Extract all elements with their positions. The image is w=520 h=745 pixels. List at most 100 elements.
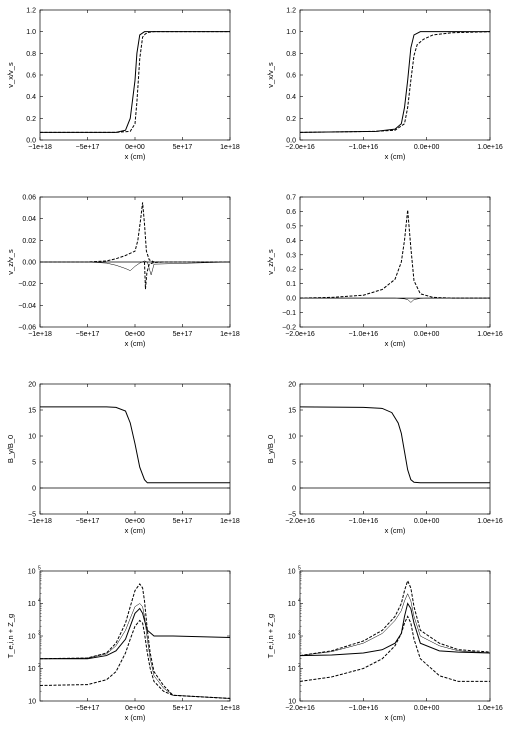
y-tick-label: 0.5: [286, 223, 296, 230]
y-tick-label: 0.00: [22, 260, 36, 267]
y-tick-label: 10: [288, 434, 296, 441]
x-tick-label: 5e+17: [173, 518, 193, 525]
y-tick-label: 1.0: [26, 29, 36, 36]
series-line-2: [39, 583, 231, 699]
y-tick-label: 0.0: [26, 138, 36, 145]
x-tick-label: −1e+18: [28, 518, 52, 525]
y-tick-label: 10: [288, 666, 296, 673]
y-tick-label: 0.2: [286, 267, 296, 274]
x-tick-label: −1.0e+16: [349, 705, 379, 712]
y-tick-label: 10: [288, 699, 296, 706]
y-tick-exponent: 5: [38, 566, 41, 572]
plot-frame: [299, 196, 491, 328]
y-tick-exponent: 4: [298, 598, 301, 604]
x-tick-label: 1.0e+16: [477, 518, 503, 525]
x-tick-label: −5e+17: [76, 705, 100, 712]
x-tick-label: 5e+17: [173, 705, 193, 712]
y-tick-label: 10: [288, 601, 296, 608]
series-line-2: [300, 297, 490, 303]
y-tick-label: 0.4: [26, 94, 36, 101]
x-tick-label: −1e+18: [28, 144, 52, 151]
x-tick-label: 0.0e+00: [414, 144, 440, 151]
x-tick-label: 0e+00: [125, 705, 145, 712]
y-axis-label: T_e,i,n + Z_g: [266, 614, 275, 658]
x-tick-label: 5e+17: [173, 331, 193, 338]
x-tick-label: −5e+17: [76, 144, 100, 151]
series-line-3: [299, 593, 491, 656]
y-tick-label: 10: [28, 634, 36, 641]
y-tick-exponent: 2: [298, 663, 301, 669]
y-tick-exponent: 4: [38, 598, 41, 604]
y-tick-label: 0.6: [286, 209, 296, 216]
y-tick-label: 20: [28, 382, 36, 389]
y-tick-label: 10: [28, 569, 36, 576]
y-tick-label: −5: [28, 512, 36, 519]
y-tick-label: 0.0: [286, 138, 296, 145]
y-tick-label: 10: [28, 699, 36, 706]
x-tick-label: 0e+00: [125, 331, 145, 338]
x-tick-label: −5e+17: [76, 331, 100, 338]
plot-frame: [39, 383, 231, 515]
y-tick-label: −0.1: [282, 310, 296, 317]
y-tick-label: 0.6: [26, 73, 36, 80]
y-tick-label: 0.04: [22, 216, 36, 223]
x-tick-label: 0.0e+00: [414, 331, 440, 338]
series-line-1: [299, 602, 491, 657]
y-tick-label: 1.2: [286, 8, 296, 15]
y-tick-label: 1.2: [26, 8, 36, 15]
x-tick-label: 1.0e+16: [477, 331, 503, 338]
x-tick-label: −2.0e+16: [285, 518, 315, 525]
y-tick-label: 0.0: [286, 296, 296, 303]
series-line-3: [40, 260, 231, 276]
x-tick-label: 5e+17: [173, 144, 193, 151]
chart-panel-p6: −2.0e+16 −1.0e+16 0.0e+00 1.0e+16 −5 0 5 10 15 20…: [266, 382, 503, 536]
plot-frame: [299, 570, 491, 702]
y-tick-label: 0.4: [286, 238, 296, 245]
y-tick-label: 10: [288, 569, 296, 576]
x-tick-label: 1e+18: [220, 705, 240, 712]
y-tick-exponent: 3: [298, 631, 301, 637]
y-tick-label: 5: [292, 460, 296, 467]
y-axis-label: T_e,i,n + Z_g: [6, 614, 15, 658]
plot-frame: [299, 9, 491, 141]
y-tick-label: 10: [28, 666, 36, 673]
y-tick-label: −0.2: [282, 325, 296, 332]
x-tick-label: −5e+17: [76, 518, 100, 525]
series-line-1: [299, 406, 490, 484]
x-tick-label: 1e+18: [220, 518, 240, 525]
x-tick-label: −1.0e+16: [349, 518, 379, 525]
x-tick-label: 1e+18: [220, 144, 240, 151]
y-tick-label: 1.0: [286, 29, 296, 36]
y-tick-label: 0: [292, 486, 296, 493]
chart-panel-p5: −1e+18 −5e+17 0e+00 5e+17 1e+18 −5 0 5 10 15 20 x (…: [6, 382, 240, 536]
x-tick-label: −2.0e+16: [285, 144, 315, 151]
chart-panel-p2: −2.0e+16 −1.0e+16 0.0e+00 1.0e+16 0.0 0.2 0.4 0…: [266, 8, 503, 162]
plot-frame: [299, 383, 491, 515]
y-axis-label: v_x/v_s: [266, 62, 275, 88]
series-line-1: [40, 202, 230, 263]
y-tick-label: 0.1: [286, 281, 296, 288]
y-tick-label: −5: [288, 512, 296, 519]
y-tick-label: 0.8: [26, 51, 36, 58]
y-tick-label: 0.2: [286, 116, 296, 123]
y-axis-label: v_z/v_s: [6, 249, 15, 275]
y-tick-label: 0.2: [26, 116, 36, 123]
y-tick-label: 0.8: [286, 51, 296, 58]
series-line-2: [299, 579, 491, 657]
x-tick-label: −2.0e+16: [285, 705, 315, 712]
x-axis-label: x (cm): [385, 339, 406, 348]
series-line-4: [39, 619, 231, 699]
x-axis-label: x (cm): [125, 713, 146, 722]
y-tick-label: 0.3: [286, 252, 296, 259]
series-line-1: [40, 406, 230, 484]
series-line-1: [299, 31, 490, 133]
y-tick-label: 0.02: [22, 238, 36, 245]
series-line-4: [299, 615, 490, 682]
y-tick-label: 15: [288, 408, 296, 415]
y-tick-label: −0.02: [18, 281, 36, 288]
y-tick-label: 15: [28, 408, 36, 415]
x-axis-label: x (cm): [125, 152, 146, 161]
